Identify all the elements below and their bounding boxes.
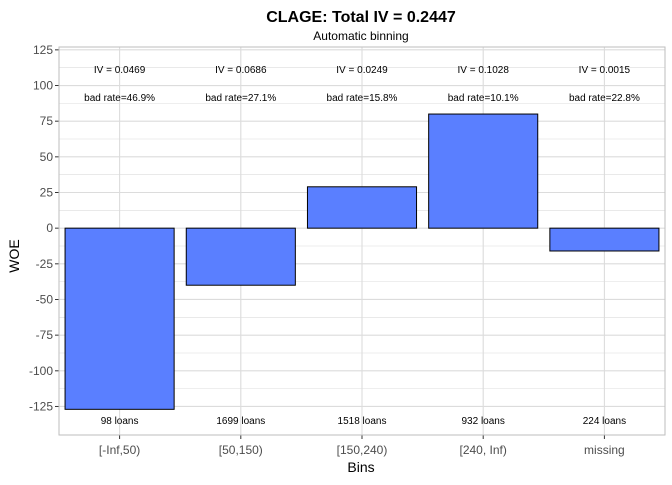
y-tick-label: 0	[46, 221, 53, 235]
bar	[185, 227, 296, 286]
iv-label: IV = 0.0249	[336, 65, 388, 76]
y-tick-label: -100	[29, 364, 53, 378]
bar	[64, 227, 175, 410]
bar	[306, 186, 418, 229]
loan-count-label: 98 loans	[101, 416, 139, 427]
y-tick-label: -125	[29, 399, 53, 413]
y-tick-label: 100	[33, 79, 53, 93]
x-axis-title: Bins	[347, 459, 374, 475]
loan-count-label: 1699 loans	[216, 416, 265, 427]
plot-area: -125 -100 -75 -50 -25 0 25 50 75 100 125 IV = 0.046…	[29, 43, 666, 457]
y-tick-label: 75	[40, 114, 54, 128]
x-tick-label: [50,150)	[219, 443, 263, 457]
y-tick-label: 50	[40, 150, 54, 164]
bad-rate-label: bad rate=22.8%	[569, 93, 640, 104]
bar	[549, 227, 660, 252]
chart-title: CLAGE: Total IV = 0.2447	[266, 9, 456, 26]
y-axis-title: WOE	[6, 239, 22, 272]
y-tick-label: 25	[40, 186, 54, 200]
y-tick-label: -50	[36, 292, 54, 306]
chart-subtitle: Automatic binning	[313, 29, 408, 43]
bad-rate-label: bad rate=10.1%	[448, 93, 519, 104]
bar	[428, 113, 539, 229]
loan-count-label: 932 loans	[462, 416, 505, 427]
bad-rate-label: bad rate=15.8%	[327, 93, 398, 104]
bad-rate-label: bad rate=27.1%	[205, 93, 276, 104]
iv-label: IV = 0.1028	[457, 65, 509, 76]
x-tick-label: [-Inf,50)	[99, 443, 140, 457]
bad-rate-label: bad rate=46.9%	[84, 93, 155, 104]
x-tick-label: [150,240)	[337, 443, 388, 457]
loan-count-label: 224 loans	[583, 416, 626, 427]
iv-label: IV = 0.0015	[579, 65, 631, 76]
y-tick-label: -75	[36, 328, 54, 342]
x-tick-label: missing	[584, 443, 625, 457]
iv-label: IV = 0.0686	[215, 65, 267, 76]
plot-panel-border	[58, 46, 666, 436]
y-tick-label: 125	[33, 43, 53, 57]
y-tick-label: -25	[36, 257, 54, 271]
iv-label: IV = 0.0469	[94, 65, 146, 76]
loan-count-label: 1518 loans	[338, 416, 387, 427]
x-tick-label: [240, Inf)	[460, 443, 507, 457]
